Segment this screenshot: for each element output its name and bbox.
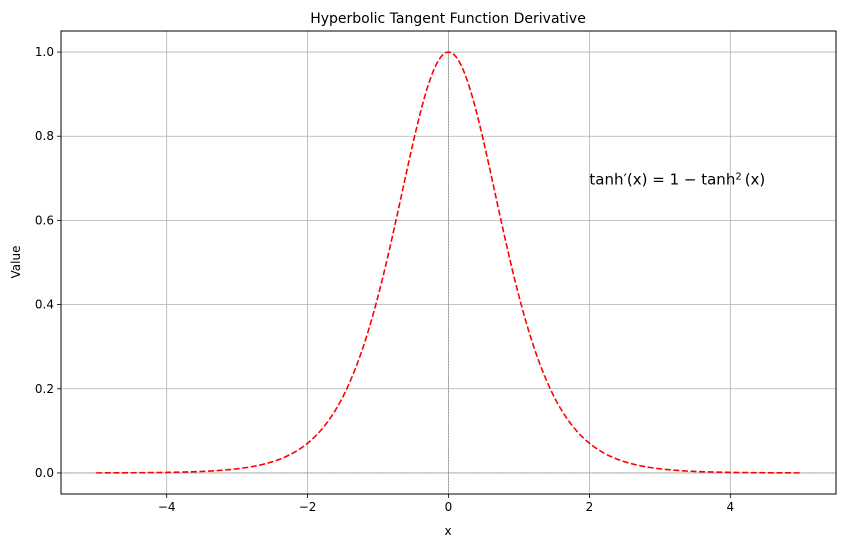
x-tick-label: 0 <box>445 500 453 514</box>
x-tick-label: −4 <box>158 500 176 514</box>
x-axis-ticks: −4 −2 0 2 4 <box>158 494 734 514</box>
chart-title: Hyperbolic Tangent Function Derivative <box>310 11 586 27</box>
formula-tail: (x) <box>745 170 766 188</box>
y-tick-label: 0.0 <box>35 466 54 480</box>
y-axis-label: Value <box>9 246 23 279</box>
y-tick-label: 1.0 <box>35 45 54 59</box>
x-axis-label: x <box>444 524 451 538</box>
formula-annotation: tanh′(x) = 1 − tanh2 (x) <box>589 170 765 188</box>
x-tick-label: −2 <box>299 500 317 514</box>
y-tick-label: 0.4 <box>35 298 54 312</box>
formula-superscript: 2 <box>735 171 741 182</box>
reference-lines <box>61 31 836 494</box>
x-tick-label: 2 <box>586 500 594 514</box>
series-line <box>96 51 801 474</box>
y-axis-ticks: 0.0 0.2 0.4 0.6 0.8 1.0 <box>35 45 61 480</box>
series-layer <box>96 51 801 474</box>
y-tick-label: 0.8 <box>35 129 54 143</box>
x-tick-label: 4 <box>726 500 734 514</box>
y-tick-label: 0.6 <box>35 213 54 227</box>
formula-main: tanh′(x) = 1 − tanh <box>589 170 735 188</box>
y-tick-label: 0.2 <box>35 382 54 396</box>
